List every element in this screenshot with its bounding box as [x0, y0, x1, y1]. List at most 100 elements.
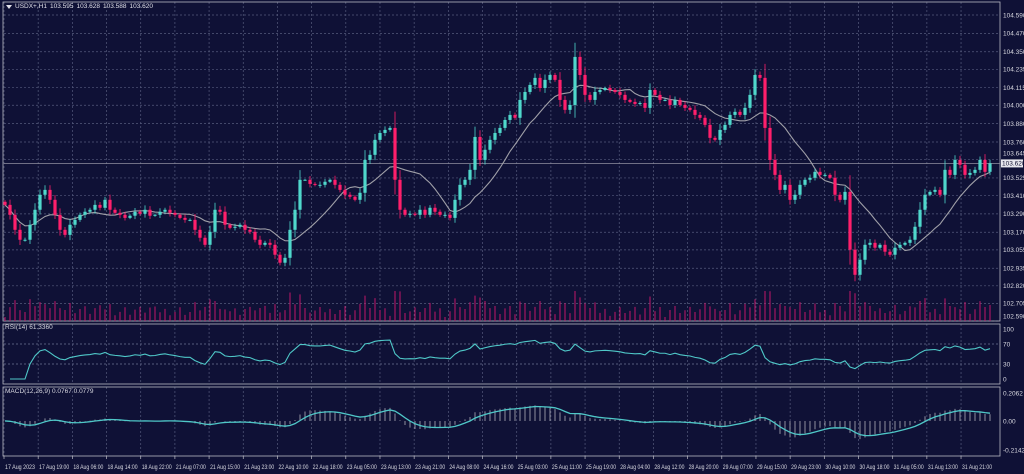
rsi-tick-label: 70 — [1003, 341, 1011, 348]
price-tick-label: 103.760 — [1003, 139, 1024, 146]
price-tick-label: 104.470 — [1003, 31, 1024, 38]
candle-bull — [238, 224, 242, 227]
candle-bear — [18, 229, 22, 240]
candle-bear — [198, 229, 202, 238]
time-label: 25 Aug 19:00 — [586, 464, 616, 471]
candle-bear — [178, 214, 182, 218]
candle-bear — [758, 74, 762, 78]
candle-bull — [33, 209, 37, 225]
candle-bull — [638, 102, 642, 104]
candle-bear — [713, 137, 717, 140]
candle-bear — [678, 99, 682, 105]
time-label: 18 Aug 14:00 — [108, 464, 138, 471]
time-label: 22 Aug 18:00 — [313, 464, 343, 471]
candle-bear — [853, 249, 857, 275]
candle-bear — [538, 77, 542, 88]
candle-bull — [673, 99, 677, 105]
price-tick-label: 103.410 — [1003, 193, 1024, 200]
candle-bull — [298, 179, 302, 210]
candle-bull — [893, 247, 897, 255]
time-label: 31 Aug 05:00 — [894, 464, 924, 471]
candle-bear — [778, 174, 782, 190]
time-label: 29 Aug 07:00 — [723, 464, 753, 471]
candle-bear — [643, 102, 647, 108]
candle-bear — [63, 229, 67, 235]
candle-bear — [513, 114, 517, 118]
candle-bull — [493, 132, 497, 140]
candle-bear — [48, 189, 52, 200]
candle-bear — [223, 211, 227, 225]
candle-bull — [718, 129, 722, 140]
candle-bear — [58, 214, 62, 230]
time-label: 21 Aug 07:00 — [176, 464, 206, 471]
candle-bear — [448, 214, 452, 218]
candle-bear — [773, 159, 777, 175]
price-tick-label: 104.590 — [1003, 12, 1024, 19]
candle-bull — [23, 239, 27, 241]
candle-bear — [8, 204, 12, 215]
low-value: 103.588 — [102, 3, 127, 10]
candle-bull — [978, 159, 982, 170]
candle-bull — [518, 99, 522, 118]
panel-border — [2, 386, 1001, 457]
candle-bear — [838, 194, 842, 200]
candle-bear — [578, 56, 582, 75]
rsi-label: RSI(14) 61.3360 — [5, 324, 53, 331]
price-tick-label: 104.350 — [1003, 49, 1024, 56]
candle-bear — [278, 254, 282, 263]
rsi-line — [10, 339, 991, 380]
candle-bull — [428, 207, 432, 215]
candle-bull — [318, 184, 322, 186]
price-tick-label: 102.705 — [1003, 301, 1024, 308]
candle-bull — [858, 259, 862, 275]
candle-bear — [888, 251, 892, 255]
candle-bear — [338, 184, 342, 190]
candle-bear — [138, 211, 142, 214]
candle-bull — [128, 215, 132, 218]
current-price-label: 103.620 — [1002, 161, 1024, 168]
candle-bull — [843, 191, 847, 200]
candle-bull — [968, 172, 972, 175]
candle-bull — [913, 226, 917, 240]
candle-bear — [148, 209, 152, 216]
candle-bull — [73, 219, 77, 225]
candle-bull — [508, 114, 512, 120]
candle-bear — [563, 99, 567, 110]
candle-bear — [403, 209, 407, 215]
time-label: 25 Aug 11:00 — [552, 464, 582, 471]
candle-bull — [568, 104, 572, 110]
candle-bear — [193, 219, 197, 230]
candle-bear — [123, 214, 127, 218]
candle-bear — [828, 174, 832, 178]
candle-bull — [648, 89, 652, 108]
candle-bull — [593, 91, 597, 100]
candle-bear — [693, 109, 697, 115]
candle-bull — [208, 231, 212, 245]
candle-bull — [863, 244, 867, 260]
candle-bear — [768, 127, 772, 160]
candle-bear — [948, 169, 952, 175]
time-label: 28 Aug 20:00 — [689, 464, 719, 471]
candle-bull — [728, 114, 732, 125]
panel-border — [2, 1, 1001, 322]
candle-bull — [83, 211, 87, 215]
open-value: 103.595 — [49, 3, 74, 10]
candle-bear — [698, 114, 702, 118]
time-label: 28 Aug 04:00 — [620, 464, 650, 471]
candle-bull — [498, 127, 502, 133]
candle-bull — [878, 244, 882, 248]
candle-bull — [943, 169, 947, 195]
time-label: 23 Aug 21:00 — [415, 464, 445, 471]
candle-bull — [928, 191, 932, 195]
price-tick-label: 103.290 — [1003, 211, 1024, 218]
macd-signal-line — [4, 405, 991, 437]
candle-bull — [543, 79, 547, 88]
candle-bear — [313, 183, 317, 185]
dropdown-triangle-icon[interactable] — [6, 4, 12, 9]
candle-bear — [113, 209, 117, 213]
candle-bull — [603, 87, 607, 90]
candle-bull — [303, 179, 307, 181]
time-label: 24 Aug 16:00 — [484, 464, 514, 471]
